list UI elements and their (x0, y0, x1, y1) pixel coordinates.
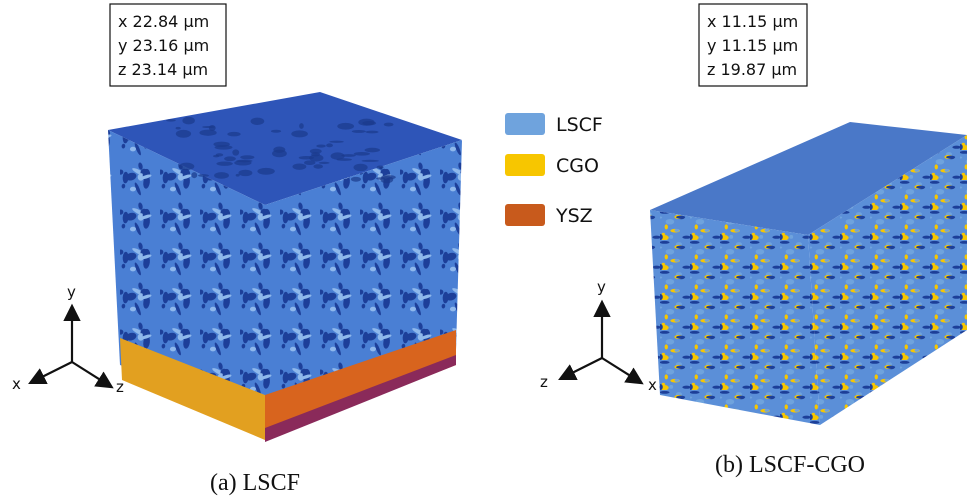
texture (336, 158, 352, 161)
texture (199, 129, 217, 136)
legend: LSCF CGO YSZ (505, 113, 603, 227)
texture (383, 122, 394, 127)
texture (362, 120, 377, 126)
axis-label: y (597, 278, 606, 296)
texture (232, 149, 240, 156)
texture (224, 156, 236, 162)
texture (227, 131, 241, 137)
texture (309, 154, 324, 162)
texture (350, 176, 362, 182)
texture (361, 159, 379, 162)
texture (353, 151, 370, 156)
dimension-box: x 11.15 µm y 11.15 µm z 19.87 µm (698, 3, 808, 87)
axes-triad (558, 299, 644, 385)
dimension: y 11.15 µm (707, 36, 798, 55)
caption: (a) LSCF (210, 470, 300, 496)
dimension: x 22.84 µm (118, 12, 209, 31)
ysz-layer-left (120, 338, 265, 440)
texture (351, 129, 366, 133)
texture (337, 122, 355, 130)
texture (175, 129, 192, 138)
axis-label: y (67, 283, 76, 301)
texture (216, 161, 233, 166)
dimension: y 23.16 µm (118, 36, 209, 55)
texture (326, 143, 333, 148)
axis-label: z (116, 378, 124, 396)
texture (178, 162, 195, 171)
axes-triad (28, 303, 114, 389)
dimension: x 11.15 µm (707, 12, 798, 31)
texture (330, 152, 345, 160)
legend-label: CGO (556, 155, 599, 177)
legend-label: LSCF (556, 114, 603, 136)
texture (291, 130, 308, 138)
legend-swatch (505, 113, 545, 135)
texture (202, 125, 215, 129)
texture (329, 140, 344, 143)
axis-label: x (648, 376, 657, 394)
texture (292, 163, 307, 170)
texture (318, 161, 330, 164)
texture (182, 116, 195, 125)
caption: (b) LSCF-CGO (715, 452, 865, 478)
dimension-box: x 22.84 µm y 23.16 µm z 23.14 µm (109, 3, 227, 87)
legend-swatch (505, 154, 545, 176)
texture (235, 173, 240, 177)
texture (376, 165, 384, 169)
texture (257, 167, 275, 175)
axis-label: x (12, 375, 21, 393)
texture (313, 164, 324, 169)
texture (175, 126, 181, 130)
texture (341, 154, 356, 157)
axis-label: z (540, 373, 548, 391)
top-face (650, 122, 967, 235)
side-face (808, 135, 967, 425)
texture (316, 144, 326, 148)
texture (250, 117, 265, 125)
texture (234, 160, 252, 166)
texture (214, 172, 229, 179)
texture (273, 146, 286, 153)
top-face (108, 92, 462, 205)
texture (166, 119, 176, 122)
texture (309, 148, 322, 154)
left-face (108, 130, 265, 420)
legend-label: YSZ (555, 205, 593, 227)
lscf-volume (108, 92, 462, 442)
dimension: z 19.87 µm (707, 60, 797, 79)
texture (238, 169, 253, 177)
texture (303, 160, 316, 166)
texture (376, 177, 386, 180)
ysz-base (265, 355, 456, 442)
dimension: z 23.14 µm (118, 60, 208, 79)
texture (215, 153, 224, 157)
texture (365, 130, 379, 134)
texture (299, 123, 304, 129)
texture (298, 156, 315, 160)
front-face (650, 210, 820, 425)
texture (364, 147, 381, 153)
lscf-cgo-volume (650, 122, 967, 425)
texture (353, 163, 368, 172)
texture (270, 129, 282, 133)
texture (191, 172, 198, 179)
texture (197, 174, 210, 177)
texture (214, 145, 233, 150)
texture (240, 155, 255, 160)
legend-swatch (505, 204, 545, 226)
